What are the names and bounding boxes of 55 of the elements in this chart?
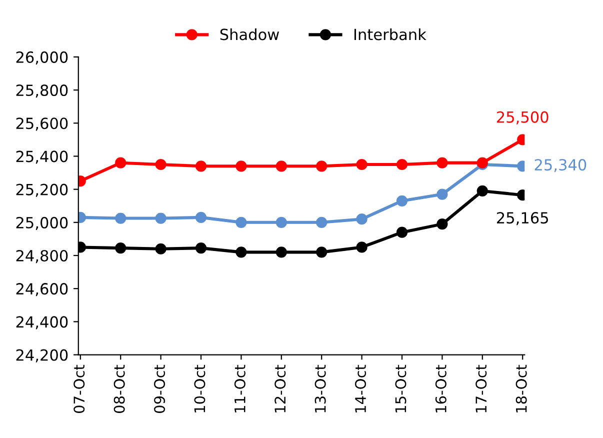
x-tick-label: 08-Oct (114, 364, 125, 413)
y-tick-label: 25,000 (16, 216, 68, 230)
y-tick-label: 26,000 (16, 51, 68, 65)
y-tick-label: 25,200 (16, 184, 68, 197)
point (115, 212, 126, 224)
point (236, 246, 247, 258)
point (276, 216, 287, 228)
point (155, 158, 166, 170)
x-tick-label: 12-Oct (274, 364, 286, 412)
point (316, 246, 328, 258)
x-tick-label: 10-Oct (194, 364, 206, 412)
point (356, 242, 368, 253)
x-tick-label: 07-Oct (74, 364, 85, 413)
point (115, 157, 126, 168)
point (276, 160, 287, 172)
y-tick-label: 24,800 (16, 250, 68, 264)
legend-label: Shadow (220, 28, 279, 40)
y-tick-label: 24,600 (16, 283, 68, 296)
point (236, 160, 247, 172)
point (195, 212, 207, 223)
point (316, 160, 328, 172)
y-tick-label: 24,400 (16, 316, 68, 330)
point (316, 216, 328, 228)
point (356, 158, 368, 170)
legend-label: Interbank (354, 28, 426, 40)
x-tick-label: 11-Oct (234, 364, 246, 412)
y-tick-label: 25,400 (16, 150, 68, 164)
point (195, 160, 207, 172)
point (155, 212, 166, 224)
data-label: 25,340 (534, 159, 586, 172)
x-tick-label: 17-Oct (476, 364, 487, 412)
y-tick-label: 25,800 (16, 84, 68, 98)
point (356, 214, 368, 225)
point (236, 216, 247, 228)
point (115, 242, 126, 254)
x-tick-label: 14-Oct (355, 364, 366, 412)
point (436, 218, 448, 230)
point (396, 158, 408, 170)
x-tick-label: 16-Oct (435, 364, 446, 412)
x-tick-label: 15-Oct (395, 364, 406, 412)
y-tick-label: 24,200 (16, 349, 68, 362)
point (436, 188, 448, 200)
data-label: 25,165 (496, 212, 548, 226)
point (436, 157, 448, 168)
x-tick-label: 13-Oct (314, 364, 326, 412)
x-tick-label: 09-Oct (154, 364, 166, 413)
y-tick-label: 25,600 (16, 118, 68, 131)
point (396, 226, 408, 238)
x-tick-label: 18-Oct (516, 364, 527, 412)
point (155, 243, 166, 254)
point (195, 242, 207, 254)
point (476, 185, 488, 197)
point (396, 195, 408, 206)
point (276, 246, 287, 258)
data-label: 25,500 (496, 111, 548, 124)
